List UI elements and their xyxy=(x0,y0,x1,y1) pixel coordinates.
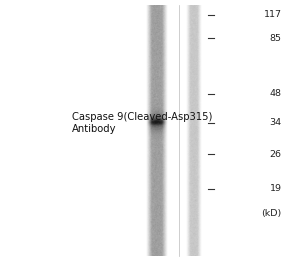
Text: 26: 26 xyxy=(270,150,282,159)
Text: 19: 19 xyxy=(270,184,282,193)
Text: (kD): (kD) xyxy=(261,209,282,218)
Text: 48: 48 xyxy=(270,89,282,98)
Text: Caspase 9(Cleaved-Asp315)
Antibody: Caspase 9(Cleaved-Asp315) Antibody xyxy=(72,112,213,134)
Text: 34: 34 xyxy=(269,118,282,127)
Text: 85: 85 xyxy=(270,34,282,43)
Text: 117: 117 xyxy=(263,10,282,19)
